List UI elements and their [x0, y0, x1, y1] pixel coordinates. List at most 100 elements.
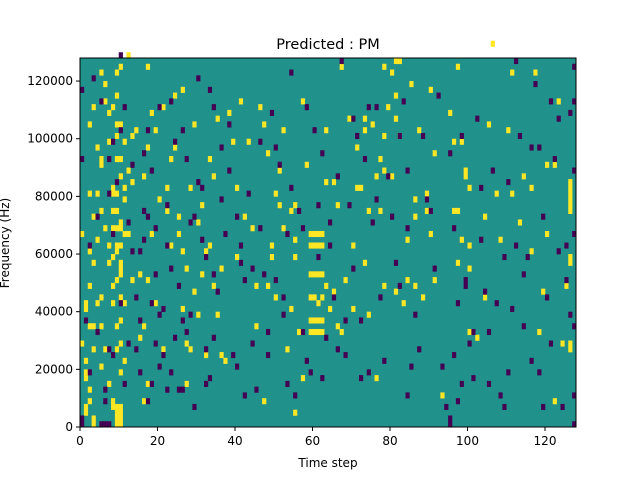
heatmap-cell-low: [246, 190, 251, 197]
heatmap-cell-high: [99, 207, 104, 214]
heatmap-cell-low: [80, 415, 85, 422]
heatmap-cell-high: [87, 248, 92, 255]
heatmap-cell-high: [405, 277, 410, 284]
heatmap-cell-high: [409, 81, 414, 88]
heatmap-cell-high: [204, 248, 209, 255]
heatmap-cell-high: [393, 288, 399, 295]
heatmap-cell-low: [556, 248, 561, 255]
heatmap-cell-low: [525, 254, 530, 261]
heatmap-cell-high: [351, 305, 356, 312]
heatmap-cell-low: [304, 357, 309, 364]
heatmap-cell-high: [246, 138, 251, 145]
heatmap-cell-low: [320, 375, 325, 382]
heatmap-cell-high: [413, 282, 418, 289]
heatmap-cell-low: [107, 190, 112, 197]
heatmap-cell-high: [111, 282, 116, 289]
heatmap-cell-high: [424, 207, 430, 214]
heatmap-cell-low: [455, 398, 461, 405]
heatmap-cell-low: [235, 363, 240, 370]
heatmap-cell-low: [459, 132, 464, 140]
heatmap-cell-high: [215, 311, 220, 318]
heatmap-cell-low: [541, 403, 546, 411]
heatmap-cell-high: [165, 184, 170, 191]
x-axis: 0 20 40 60 80 100 120: [76, 427, 556, 448]
heatmap-cell-high: [366, 311, 371, 318]
heatmap-cell-high: [196, 311, 201, 318]
heatmap-cell-high: [316, 317, 321, 324]
heatmap-cell-high: [80, 340, 85, 347]
heatmap-cell-low: [169, 98, 174, 105]
heatmap-cell-high: [483, 213, 488, 220]
heatmap-cell-low: [471, 328, 476, 336]
heatmap-cell-low: [269, 109, 275, 116]
heatmap-cell-high: [258, 104, 263, 111]
heatmap-cell-high: [114, 156, 120, 163]
heatmap-cell-high: [308, 230, 313, 238]
heatmap-cell-low: [316, 202, 321, 209]
heatmap-cell-high: [564, 282, 569, 289]
heatmap-cell-low: [157, 104, 162, 111]
heatmap-cell-high: [320, 328, 325, 336]
heatmap-cell-high: [552, 398, 557, 405]
heatmap-cell-high: [467, 265, 472, 272]
heatmap-cell-low: [521, 323, 526, 330]
heatmap-cell-high: [537, 328, 542, 336]
heatmap-cell-high: [138, 334, 143, 341]
heatmap-cell-high: [114, 421, 120, 428]
heatmap-cell-high: [83, 403, 89, 411]
heatmap-cell-high: [219, 265, 224, 272]
heatmap-cell-high: [180, 248, 185, 255]
heatmap-cell-high: [83, 305, 89, 312]
heatmap-cell-high: [390, 173, 395, 180]
heatmap-cell-high: [320, 271, 325, 278]
heatmap-cell-high: [382, 282, 387, 289]
heatmap-cell-high: [149, 109, 154, 116]
heatmap-cell-high: [316, 242, 321, 249]
heatmap-cell-high: [145, 277, 151, 284]
heatmap-cell-high: [312, 271, 317, 278]
heatmap-cell-high: [390, 69, 395, 76]
heatmap-cell-low: [122, 104, 127, 111]
heatmap-cell-high: [568, 179, 573, 186]
heatmap-cell-high: [118, 156, 123, 163]
heatmap-cell-high: [111, 254, 116, 261]
x-tick-label: 40: [227, 434, 242, 448]
heatmap-cell-high: [494, 190, 499, 197]
heatmap-cell-high: [118, 225, 123, 232]
heatmap-cell-low: [378, 294, 383, 301]
heatmap-cell-low: [355, 132, 360, 140]
heatmap-cell-low: [180, 127, 185, 134]
heatmap-cell-low: [80, 86, 85, 93]
heatmap-cell-high: [157, 196, 162, 203]
heatmap-cell-high: [397, 58, 402, 65]
heatmap-cell-high: [331, 288, 337, 295]
heatmap-cell-high: [331, 179, 337, 186]
heatmap-cell-high: [91, 213, 96, 220]
heatmap-cell-high: [122, 196, 127, 203]
heatmap-cell-low: [289, 184, 294, 191]
heatmap-cell-low: [126, 340, 131, 347]
heatmap-cell-low: [219, 196, 224, 203]
heatmap-cell-high: [118, 421, 123, 428]
heatmap-cell-high: [114, 92, 120, 99]
heatmap-cell-low: [153, 225, 158, 232]
heatmap-cell-low: [564, 242, 569, 249]
heatmap-cell-high: [378, 207, 383, 214]
heatmap-cell-low: [537, 369, 542, 376]
heatmap-cell-high: [432, 150, 437, 157]
heatmap-cell-low: [211, 104, 216, 111]
heatmap-cell-low: [281, 311, 286, 318]
heatmap-cell-high: [99, 363, 104, 370]
heatmap-cell-high: [91, 421, 96, 428]
heatmap-cell-low: [452, 225, 457, 232]
heatmap-cell-low: [238, 259, 244, 266]
heatmap-cell-high: [293, 202, 298, 209]
heatmap-cell-low: [153, 271, 158, 278]
heatmap-cell-low: [467, 340, 472, 347]
heatmap-cell-high: [320, 294, 325, 301]
heatmap-cell-low: [258, 225, 263, 232]
heatmap-cell-high: [355, 144, 360, 151]
x-tick-label: 100: [456, 434, 479, 448]
heatmap-cell-high: [211, 173, 216, 180]
y-tick-label: 80000: [35, 189, 73, 203]
